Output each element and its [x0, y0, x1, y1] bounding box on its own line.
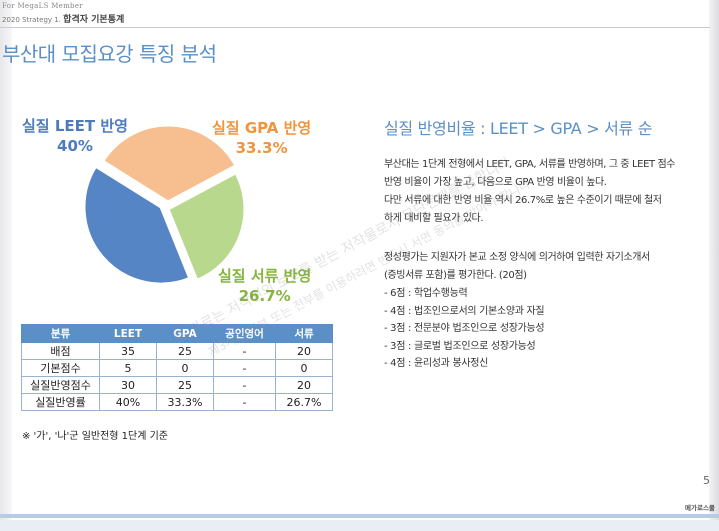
list-item: - 3점 : 글로벌 법조인으로 성장가능성 [384, 340, 536, 352]
table-row: 배점 35 25 - 20 [21, 342, 333, 360]
table-cell: 20 [275, 342, 333, 360]
slide-edge-left [0, 0, 12, 531]
footer-brand: 메가로스쿨 [685, 504, 715, 512]
slide-edge-right [709, 0, 719, 531]
paragraph-line: 다만 서류에 대한 반영 비율 역시 26.7%로 높은 수준이기 때문에 철저 [384, 195, 662, 206]
table-cell: 25 [156, 376, 214, 394]
page-title: 부산대 모집요강 특징 분석 [2, 42, 217, 66]
pie-slice-leet [82, 164, 192, 286]
pie-label-gpa: 실질 GPA 반영 33.3% [212, 118, 311, 158]
table-row: 실질반영률 40% 33.3% - 26.7% [21, 393, 333, 411]
pie-label-leet-name: 실질 LEET 반영 [22, 117, 128, 135]
table-header-cell: LEET [99, 324, 157, 343]
section-heading: 실질 반영비율 : LEET > GPA > 서류 순 [384, 119, 653, 138]
table-header-cell: 분류 [21, 324, 100, 343]
list-item: - 4점 : 법조인으로서의 기본소양과 자질 [384, 305, 545, 317]
table-cell: 실질반영률 [21, 393, 100, 411]
paragraph-line: 반영 비율이 가장 높고, 다음으로 GPA 반영 비율이 높다. [384, 176, 607, 188]
pie-chart [82, 123, 247, 286]
breadcrumb-prefix: 2020 Strategy 1. [2, 16, 61, 24]
paragraph-2: 다만 서류에 대한 반영 비율 역시 26.7%로 높은 수준이기 때문에 철저… [384, 192, 704, 227]
pie-slice-document [166, 170, 247, 283]
paragraph-line: 정성평가는 지원자가 본교 소정 양식에 의거하여 입력한 자기소개서 [384, 252, 650, 263]
pie-slice-gpa [100, 123, 238, 204]
table-cell: 26.7% [275, 393, 333, 411]
pie-label-gpa-value: 33.3% [235, 139, 288, 157]
footer-band [0, 520, 719, 531]
table-cell: - [213, 359, 276, 377]
table-cell: 33.3% [156, 393, 214, 411]
pie-label-document-value: 26.7% [238, 287, 291, 305]
table-cell: 20 [275, 376, 333, 394]
pie-label-leet-value: 40% [57, 137, 93, 155]
table-header-cell: 공인영어 [213, 324, 276, 343]
table-cell: 30 [99, 376, 157, 394]
table-cell: 0 [275, 359, 333, 377]
list-item: - 4점 : 윤리성과 봉사정신 [384, 358, 489, 370]
footer-rule [0, 514, 719, 518]
header-bar: For MegaLS Member 2020 Strategy 1. 합격자 기… [0, 0, 719, 25]
table-footnote: ※ '가', '나'군 일반전형 1단계 기준 [22, 431, 169, 442]
page-number: 5 [703, 474, 710, 487]
table-row: 기본점수 5 0 - 0 [21, 359, 333, 377]
brand-text: For MegaLS Member [2, 2, 83, 10]
table-header-cell: GPA [156, 324, 214, 343]
table-cell: - [213, 376, 276, 394]
table-cell: 배점 [21, 342, 100, 360]
paragraph-3: 정성평가는 지원자가 본교 소정 양식에 의거하여 입력한 자기소개서 (증빙서… [384, 249, 704, 284]
pie-label-document-name: 실질 서류 반영 [218, 267, 312, 285]
table-cell: 실질반영점수 [21, 376, 100, 394]
pie-label-leet: 실질 LEET 반영 40% [22, 116, 128, 156]
table-cell: 0 [156, 359, 214, 377]
table-cell: - [213, 342, 276, 360]
table-cell: - [213, 393, 276, 411]
paragraph-line: 하게 대비할 필요가 있다. [384, 212, 484, 224]
paragraph-line: (증빙서류 포함)를 평가한다. (20점) [384, 269, 527, 281]
pie-label-gpa-name: 실질 GPA 반영 [212, 119, 312, 137]
paragraph-line: 부산대는 1단계 전형에서 LEET, GPA, 서류를 반영하며, 그 중 L… [384, 159, 676, 170]
table-cell: 35 [99, 342, 157, 360]
breadcrumb: 2020 Strategy 1. 합격자 기본통계 [2, 12, 124, 25]
criteria-list: - 6점 : 학업수행능력 - 4점 : 법조인으로서의 기본소양과 자질 - … [384, 285, 545, 373]
table-cell: 25 [156, 342, 214, 360]
table-cell: 5 [99, 359, 157, 377]
table-cell: 40% [99, 393, 157, 411]
table-row: 실질반영점수 30 25 - 20 [21, 376, 333, 394]
header-divider [0, 27, 710, 28]
table-header-cell: 서류 [275, 324, 333, 343]
list-item: - 6점 : 학업수행능력 [384, 288, 468, 299]
breadcrumb-section: 합격자 기본통계 [63, 15, 125, 25]
paragraph-1: 부산대는 1단계 전형에서 LEET, GPA, 서류를 반영하며, 그 중 L… [384, 156, 704, 191]
pie-label-document: 실질 서류 반영 26.7% [218, 266, 311, 306]
table-header-row: 분류 LEET GPA 공인영어 서류 [21, 324, 333, 343]
score-table: 분류 LEET GPA 공인영어 서류 배점 35 25 - 20 기본점수 5… [21, 324, 333, 411]
list-item: - 3점 : 전문분야 법조인으로 성장가능성 [384, 323, 545, 335]
table-cell: 기본점수 [21, 359, 100, 377]
